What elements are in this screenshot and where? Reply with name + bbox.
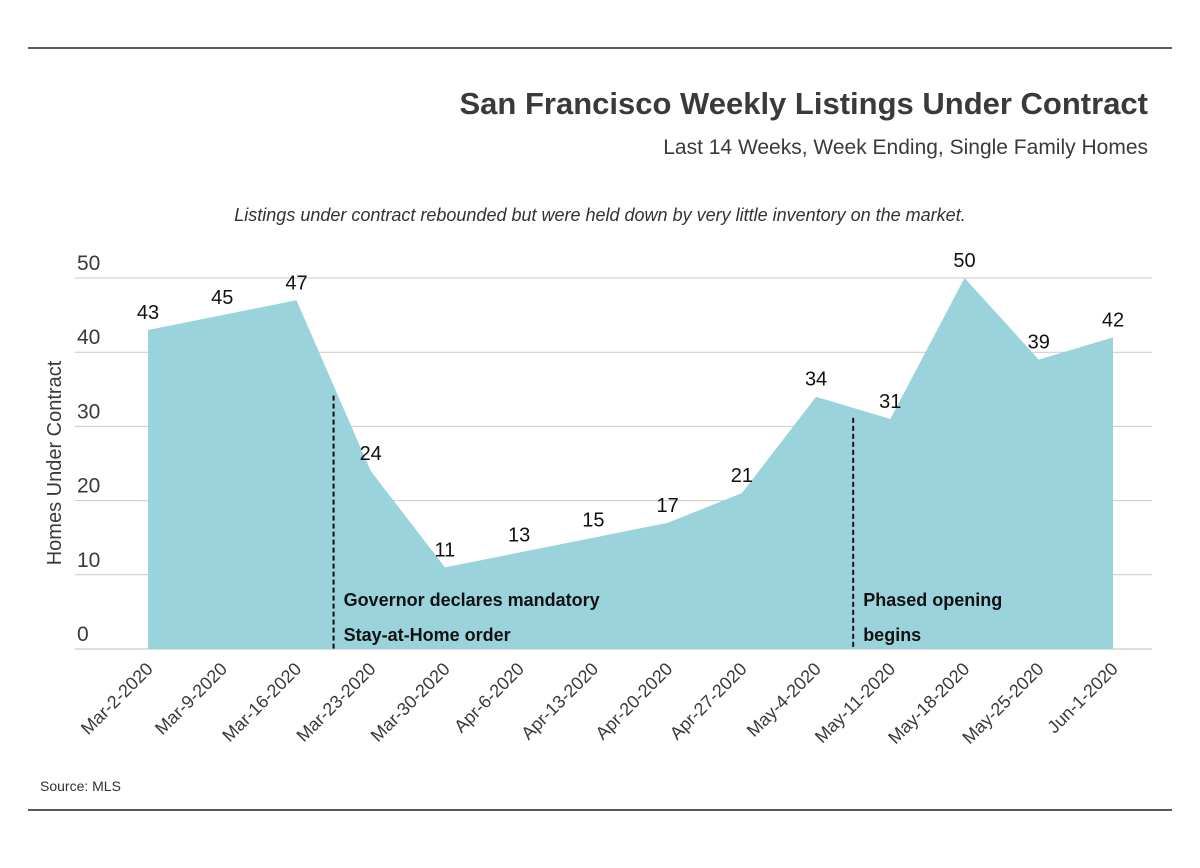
x-tick-label: May-4-2020	[743, 659, 825, 741]
x-tick-label: Apr-13-2020	[517, 659, 602, 744]
y-tick-label: 30	[77, 400, 100, 423]
annotation-text: begins	[863, 625, 921, 645]
source-note: Source: MLS	[40, 778, 121, 794]
data-label: 21	[731, 465, 753, 487]
y-axis-label: Homes Under Contract	[44, 360, 66, 565]
x-tick-label: Jun-1-2020	[1043, 659, 1122, 738]
annotation-text: Stay-at-Home order	[344, 625, 511, 645]
x-tick-label: Apr-27-2020	[666, 659, 751, 744]
x-tick-label: Mar-2-2020	[77, 659, 157, 739]
y-tick-label: 0	[77, 623, 89, 646]
data-label: 39	[1028, 332, 1050, 354]
y-tick-label: 50	[77, 252, 100, 275]
y-tick-label: 10	[77, 549, 100, 572]
data-label: 42	[1102, 309, 1124, 331]
y-axis-ticks: 0 10 20 30 40 50	[77, 252, 100, 646]
x-tick-label: Mar-30-2020	[367, 659, 454, 746]
x-tick-label: Apr-6-2020	[450, 659, 528, 737]
data-label: 17	[656, 495, 678, 517]
x-tick-label: Apr-20-2020	[592, 659, 677, 744]
data-label: 15	[582, 510, 604, 532]
data-label: 50	[953, 250, 975, 272]
x-tick-label: Mar-9-2020	[151, 659, 231, 739]
data-label: 31	[879, 391, 901, 413]
data-label: 43	[137, 302, 159, 324]
data-label: 45	[211, 287, 233, 309]
data-label: 34	[805, 369, 827, 391]
y-tick-label: 40	[77, 326, 100, 349]
data-label: 24	[360, 443, 382, 465]
annotation-text: Governor declares mandatory	[344, 590, 600, 610]
data-label: 47	[285, 272, 307, 294]
annotation-text: Phased opening	[863, 590, 1002, 610]
data-label: 11	[435, 539, 456, 561]
chart-title: San Francisco Weekly Listings Under Cont…	[460, 86, 1149, 121]
chart-subtitle: Last 14 Weeks, Week Ending, Single Famil…	[663, 136, 1148, 159]
x-axis-ticks: Mar-2-2020Mar-9-2020Mar-16-2020Mar-23-20…	[77, 659, 1122, 748]
data-label: 13	[508, 525, 530, 547]
chart-caption: Listings under contract rebounded but we…	[234, 205, 965, 225]
y-tick-label: 20	[77, 475, 100, 498]
